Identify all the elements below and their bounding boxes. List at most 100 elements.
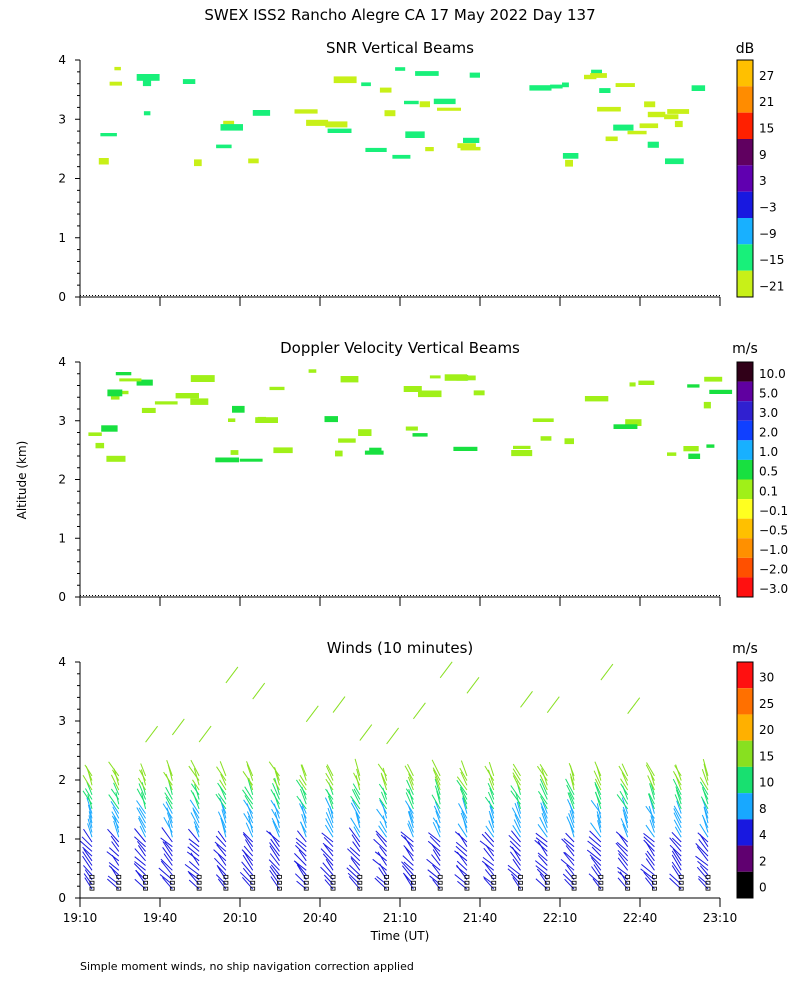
wind-barb <box>617 857 629 871</box>
wind-barb <box>353 826 361 838</box>
wind-base-marker <box>625 874 631 879</box>
wind-barb <box>512 763 521 777</box>
wind-barb <box>460 760 468 777</box>
wind-base-marker <box>250 880 256 885</box>
colorbar-label: 25 <box>759 697 774 711</box>
wind-barb <box>301 813 307 828</box>
heatmap-cell <box>709 389 733 394</box>
wind-barb <box>139 769 147 781</box>
colorbar-swatch <box>737 662 753 689</box>
wind-barb <box>703 806 709 819</box>
heatmap-cell <box>269 386 285 391</box>
colorbar-label: −0.5 <box>759 523 788 537</box>
wind-barb <box>160 837 173 848</box>
wind-barb <box>600 663 614 681</box>
wind-base-marker <box>410 880 416 885</box>
wind-barb <box>615 831 628 843</box>
wind-barb <box>108 847 120 857</box>
wind-barb <box>537 791 548 805</box>
wind-barb <box>271 817 280 833</box>
wind-barb <box>622 806 629 819</box>
wind-barb <box>621 772 629 786</box>
wind-barb <box>350 817 361 833</box>
wind-barb <box>616 842 628 852</box>
wind-barb <box>386 727 400 745</box>
colorbar-swatch <box>737 244 753 271</box>
wind-barb <box>269 853 280 866</box>
colorbar-label: 10.0 <box>759 367 786 381</box>
wind-barb <box>378 783 388 796</box>
wind-barb <box>300 788 307 805</box>
wind-barb <box>166 760 173 777</box>
heatmap-cell <box>703 401 711 409</box>
wind-barb <box>458 803 468 819</box>
wind-barb <box>540 802 548 819</box>
wind-barb <box>511 873 521 885</box>
wind-barb <box>512 858 521 871</box>
wind-barb <box>108 865 120 876</box>
wind-barb <box>215 793 227 810</box>
wind-barb <box>136 788 147 805</box>
wind-barb <box>645 858 655 871</box>
wind-base-marker <box>464 886 470 891</box>
wind-base-marker <box>678 880 684 885</box>
wind-barb <box>510 785 521 800</box>
wind-base-marker <box>625 886 631 891</box>
colorbar-label: 3.0 <box>759 406 778 420</box>
wind-base-marker <box>277 880 282 885</box>
figure-title: SWEX ISS2 Rancho Alegre CA 17 May 2022 D… <box>204 6 595 24</box>
wind-barb <box>535 837 548 848</box>
wind-base-marker <box>652 880 657 885</box>
colorbar-swatch <box>737 518 753 539</box>
wind-barb <box>673 808 682 824</box>
wind-barb <box>594 778 602 791</box>
wind-barb <box>671 865 682 880</box>
wind-barb <box>106 851 120 862</box>
wind-barb <box>377 851 388 866</box>
wind-barb <box>299 774 307 786</box>
wind-barb <box>324 844 334 857</box>
wind-barb <box>193 821 200 833</box>
heatmap-cell <box>674 120 683 128</box>
x-tick-label: 19:40 <box>143 911 178 925</box>
colorbar-label: 3 <box>759 174 767 188</box>
colorbar-label: 5.0 <box>759 386 778 400</box>
wind-base-marker <box>330 880 336 885</box>
wind-barb <box>407 811 414 828</box>
colorbar-swatch <box>737 218 753 245</box>
wind-base-marker <box>143 880 148 885</box>
wind-barb <box>270 864 280 876</box>
wind-barb <box>353 788 361 800</box>
wind-barb <box>165 786 173 800</box>
wind-barb <box>699 865 709 876</box>
heatmap-cell <box>412 433 428 437</box>
wind-barb <box>434 776 441 791</box>
heatmap-cell <box>425 147 434 152</box>
wind-barb <box>510 790 521 805</box>
wind-barb <box>221 809 227 824</box>
wind-barb <box>138 783 147 800</box>
heatmap-cell <box>248 158 259 164</box>
wind-barb <box>323 836 334 848</box>
wind-barb <box>84 764 93 777</box>
wind-barb <box>488 778 495 791</box>
wind-barb <box>539 816 548 833</box>
wind-barb <box>188 828 200 843</box>
wind-barb <box>460 812 468 828</box>
wind-barb <box>145 725 158 743</box>
wind-barb <box>81 836 93 848</box>
heatmap-cell <box>365 147 387 152</box>
wind-barb <box>432 864 441 876</box>
wind-barb <box>514 814 521 828</box>
heatmap-cell <box>667 452 677 456</box>
wind-barb <box>539 778 548 795</box>
wind-barb <box>325 788 334 800</box>
heatmap-cell <box>404 100 419 105</box>
wind-base-marker <box>571 874 577 879</box>
wind-barb <box>456 860 468 871</box>
wind-barb <box>242 833 254 847</box>
heatmap-cell <box>529 85 552 91</box>
heatmap-cell <box>230 450 239 455</box>
wind-barb <box>648 793 655 805</box>
wind-base-marker <box>357 886 363 891</box>
